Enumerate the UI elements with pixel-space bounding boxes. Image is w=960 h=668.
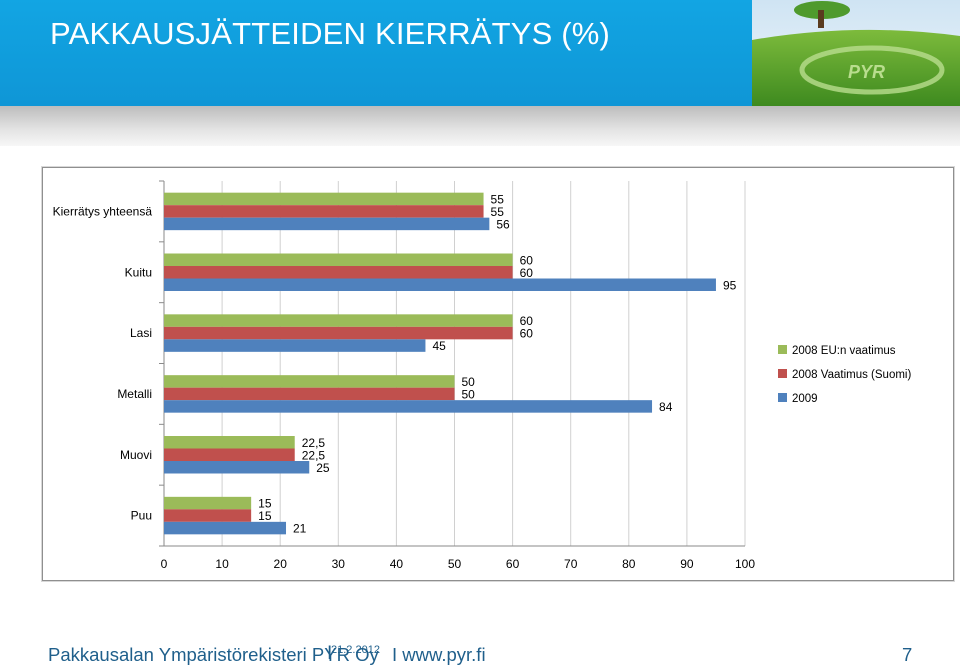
bar (164, 400, 653, 413)
data-label: 50 (462, 387, 476, 401)
data-label: 50 (462, 375, 476, 389)
data-label: 95 (723, 278, 737, 292)
bar (164, 496, 252, 510)
x-tick-label: 20 (274, 557, 288, 571)
bar (164, 387, 455, 401)
banner-image: PYR (752, 0, 960, 106)
data-label: 60 (520, 253, 534, 267)
x-tick-label: 30 (332, 557, 346, 571)
x-tick-label: 80 (622, 557, 636, 571)
x-tick-label: 100 (735, 557, 755, 571)
slide-title: PAKKAUSJÄTTEIDEN KIERRÄTYS (%) (50, 16, 611, 51)
x-tick-label: 90 (680, 557, 694, 571)
category-label: Kierrätys yhteensä (53, 204, 153, 218)
bar (164, 521, 287, 535)
bar (164, 253, 513, 266)
category-label: Metalli (117, 387, 152, 401)
x-tick-label: 40 (390, 557, 404, 571)
data-label: 22,5 (302, 436, 326, 450)
x-tick-label: 50 (448, 557, 462, 571)
data-label: 55 (491, 205, 505, 219)
bar (164, 314, 513, 327)
legend-label: 2009 (792, 393, 818, 405)
bar (164, 375, 455, 388)
bar (164, 461, 310, 474)
legend-label: 2008 Vaatimus (Suomi) (792, 369, 911, 381)
bar (164, 278, 716, 291)
footer-organization: Pakkausalan Ympäristörekisteri PYR Oy (48, 644, 379, 665)
data-label: 60 (520, 327, 534, 341)
x-tick-label: 60 (506, 557, 520, 571)
bar (164, 192, 484, 206)
bar-chart: 0 10 20 30 40 50 60 70 80 90 100 Kierrätys yhteensä… (53, 180, 911, 571)
data-label: 60 (520, 266, 534, 280)
footer-website-link[interactable]: I www.pyr.fi (392, 644, 486, 665)
bar (164, 448, 295, 461)
grass-field-logo-image: PYR (752, 0, 960, 106)
bar (164, 205, 484, 218)
x-tick-label: 10 (215, 557, 229, 571)
data-label: 21 (293, 522, 307, 536)
footer-date: 21.2.2012 (331, 644, 380, 656)
data-label: 25 (316, 461, 330, 475)
data-label: 15 (258, 497, 272, 511)
category-label: Muovi (120, 448, 152, 462)
legend-swatch (778, 345, 787, 354)
bar (164, 339, 426, 352)
data-label: 45 (432, 339, 446, 353)
data-label: 60 (520, 314, 534, 328)
data-label: 15 (258, 509, 272, 523)
legend-swatch (778, 369, 787, 378)
logo-text: PYR (848, 62, 885, 82)
footer: Pakkausalan Ympäristörekisteri PYR Oy I … (0, 640, 960, 668)
footer-separator: I (327, 643, 333, 664)
category-label: Lasi (130, 326, 152, 340)
data-label: 56 (496, 217, 510, 231)
legend-swatch (778, 393, 787, 402)
shadow-band (0, 106, 960, 146)
category-label: Puu (131, 509, 152, 523)
chart-container: 0 10 20 30 40 50 60 70 80 90 100 Kierrätys yhteensä… (42, 167, 954, 581)
data-label: 22,5 (302, 448, 326, 462)
bar (164, 326, 513, 340)
bar (164, 509, 252, 522)
category-label: Kuitu (125, 265, 152, 279)
title-banner: PAKKAUSJÄTTEIDEN KIERRÄTYS (%) PYR (0, 0, 960, 106)
bar (164, 266, 513, 279)
data-label: 55 (491, 192, 505, 206)
page-number: 7 (902, 644, 913, 665)
x-tick-label: 0 (161, 557, 168, 571)
bar (164, 217, 490, 231)
x-tick-label: 70 (564, 557, 578, 571)
legend-label: 2008 EU:n vaatimus (792, 345, 896, 357)
bar (164, 436, 295, 449)
data-label: 84 (659, 400, 673, 414)
